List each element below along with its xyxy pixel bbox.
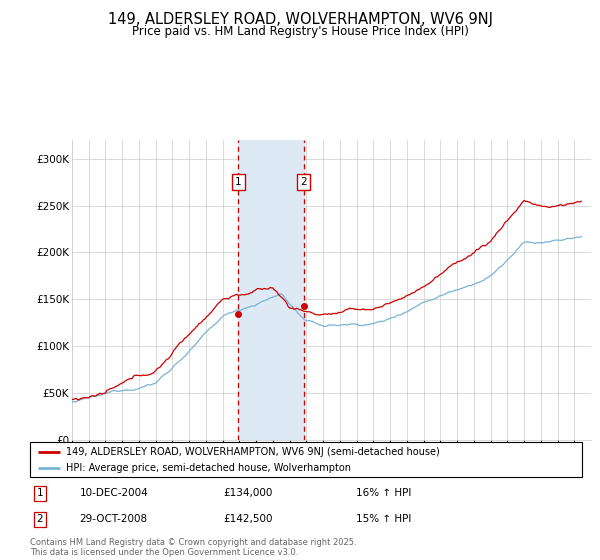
Text: Price paid vs. HM Land Registry's House Price Index (HPI): Price paid vs. HM Land Registry's House … <box>131 25 469 38</box>
Text: 2: 2 <box>37 514 43 524</box>
Text: 149, ALDERSLEY ROAD, WOLVERHAMPTON, WV6 9NJ (semi-detached house): 149, ALDERSLEY ROAD, WOLVERHAMPTON, WV6 … <box>66 447 440 457</box>
Text: £142,500: £142,500 <box>223 514 272 524</box>
Bar <box>238 140 304 440</box>
Text: 15% ↑ HPI: 15% ↑ HPI <box>356 514 411 524</box>
Text: 10-DEC-2004: 10-DEC-2004 <box>80 488 148 498</box>
FancyBboxPatch shape <box>30 442 582 477</box>
Text: 149, ALDERSLEY ROAD, WOLVERHAMPTON, WV6 9NJ: 149, ALDERSLEY ROAD, WOLVERHAMPTON, WV6 … <box>107 12 493 27</box>
Text: 1: 1 <box>235 177 242 187</box>
Text: 1: 1 <box>37 488 43 498</box>
Text: HPI: Average price, semi-detached house, Wolverhampton: HPI: Average price, semi-detached house,… <box>66 463 351 473</box>
Text: Contains HM Land Registry data © Crown copyright and database right 2025.
This d: Contains HM Land Registry data © Crown c… <box>30 538 356 557</box>
Text: 16% ↑ HPI: 16% ↑ HPI <box>356 488 411 498</box>
Text: 2: 2 <box>300 177 307 187</box>
Text: 29-OCT-2008: 29-OCT-2008 <box>80 514 148 524</box>
Text: £134,000: £134,000 <box>223 488 272 498</box>
